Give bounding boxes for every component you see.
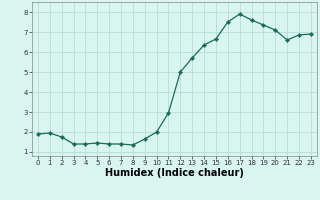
X-axis label: Humidex (Indice chaleur): Humidex (Indice chaleur) <box>105 168 244 178</box>
